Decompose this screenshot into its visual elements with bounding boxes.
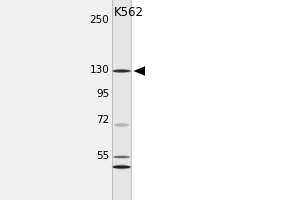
Polygon shape <box>134 66 145 76</box>
Ellipse shape <box>112 155 130 159</box>
Ellipse shape <box>112 164 131 169</box>
Bar <box>0 0 112 200</box>
Bar <box>113 0 130 200</box>
Text: 72: 72 <box>96 115 110 125</box>
Bar <box>131 0 300 200</box>
Bar <box>112 0 131 200</box>
Text: 55: 55 <box>96 151 110 161</box>
Ellipse shape <box>112 70 130 72</box>
Ellipse shape <box>114 123 129 127</box>
Text: 95: 95 <box>96 89 110 99</box>
Text: 250: 250 <box>90 15 110 25</box>
Text: 130: 130 <box>90 65 110 75</box>
Ellipse shape <box>112 165 130 168</box>
Text: K562: K562 <box>114 6 144 19</box>
Ellipse shape <box>113 156 130 158</box>
Ellipse shape <box>112 69 131 73</box>
